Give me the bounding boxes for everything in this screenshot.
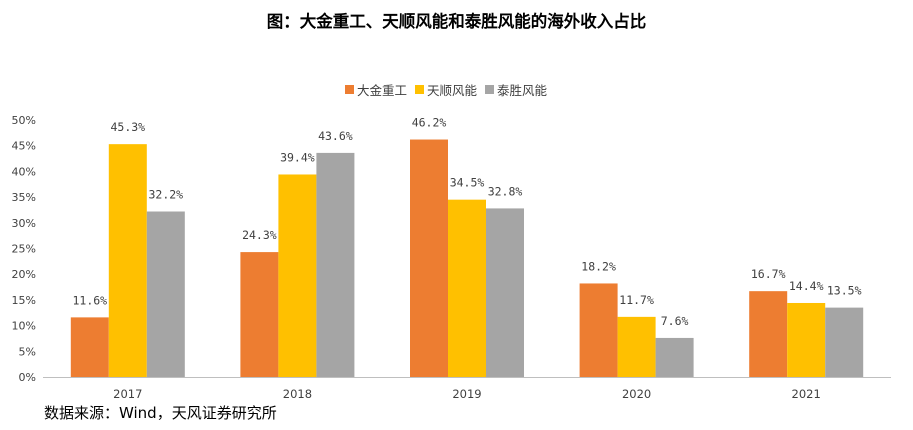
- bar: [749, 291, 788, 377]
- y-tick-label: 5%: [19, 345, 36, 358]
- legend-swatch-tianshun: [415, 85, 425, 94]
- x-tick-label: 2017: [113, 387, 142, 400]
- y-tick-label: 50%: [12, 114, 36, 127]
- x-tick-label: 2019: [452, 387, 481, 400]
- y-tick-label: 20%: [12, 268, 36, 281]
- legend: 大金重工 天顺风能 泰胜风能: [345, 80, 555, 99]
- data-label: 18.2%: [581, 259, 616, 273]
- data-label: 43.6%: [318, 129, 353, 143]
- bar: [316, 152, 355, 377]
- chart-title: 图：大金重工、天顺风能和泰胜风能的海外收入占比: [266, 12, 647, 31]
- bar: [617, 316, 656, 377]
- data-label: 14.4%: [789, 279, 824, 293]
- y-tick-label: 40%: [12, 165, 36, 178]
- legend-swatch-taisheng: [485, 85, 495, 94]
- legend-item-taisheng: 泰胜风能: [485, 80, 547, 99]
- data-label: 39.4%: [280, 150, 315, 164]
- bar-chart: 0% 5% 10% 15% 20% 25% 30% 35% 40% 45% 50% 11.6% 45.3…: [12, 114, 891, 400]
- legend-item-tianshun: 天顺风能: [415, 80, 477, 99]
- bar: [448, 199, 486, 377]
- y-tick-label: 45%: [12, 140, 36, 153]
- bar: [787, 302, 826, 377]
- bar: [278, 174, 317, 377]
- legend-item-dajin: 大金重工: [345, 80, 407, 99]
- data-label: 11.7%: [619, 293, 654, 307]
- x-tick-label: 2020: [622, 387, 651, 400]
- y-tick-label: 30%: [12, 217, 36, 230]
- bar: [410, 139, 448, 377]
- y-tick-label: 10%: [12, 320, 36, 333]
- data-label: 7.6%: [661, 314, 689, 328]
- data-label: 45.3%: [110, 120, 145, 134]
- legend-label-tianshun: 天顺风能: [427, 83, 478, 98]
- legend-swatch-dajin: [345, 85, 354, 94]
- bar: [146, 211, 185, 377]
- bar: [70, 317, 109, 377]
- data-label: 24.3%: [242, 228, 277, 242]
- data-label: 46.2%: [412, 116, 447, 130]
- data-label: 13.5%: [827, 284, 862, 298]
- bar: [825, 307, 864, 377]
- bar: [486, 208, 524, 377]
- legend-label-taisheng: 泰胜风能: [497, 83, 548, 98]
- bar: [240, 252, 279, 377]
- bar: [655, 337, 694, 377]
- y-tick-label: 0%: [19, 371, 36, 384]
- data-label: 32.8%: [488, 184, 523, 198]
- source-note: 数据来源：Wind，天风证券研究所: [44, 404, 277, 422]
- y-tick-label: 15%: [12, 294, 36, 307]
- bar: [579, 283, 618, 377]
- x-tick-label: 2018: [283, 387, 312, 400]
- x-tick-label: 2021: [792, 387, 821, 400]
- y-tick-label: 35%: [12, 191, 36, 204]
- data-label: 11.6%: [72, 293, 107, 307]
- data-label: 34.5%: [450, 176, 485, 190]
- data-label: 32.2%: [148, 187, 183, 201]
- bar: [108, 144, 147, 377]
- legend-label-dajin: 大金重工: [357, 83, 408, 98]
- data-label: 16.7%: [751, 267, 786, 281]
- y-tick-label: 25%: [12, 243, 36, 256]
